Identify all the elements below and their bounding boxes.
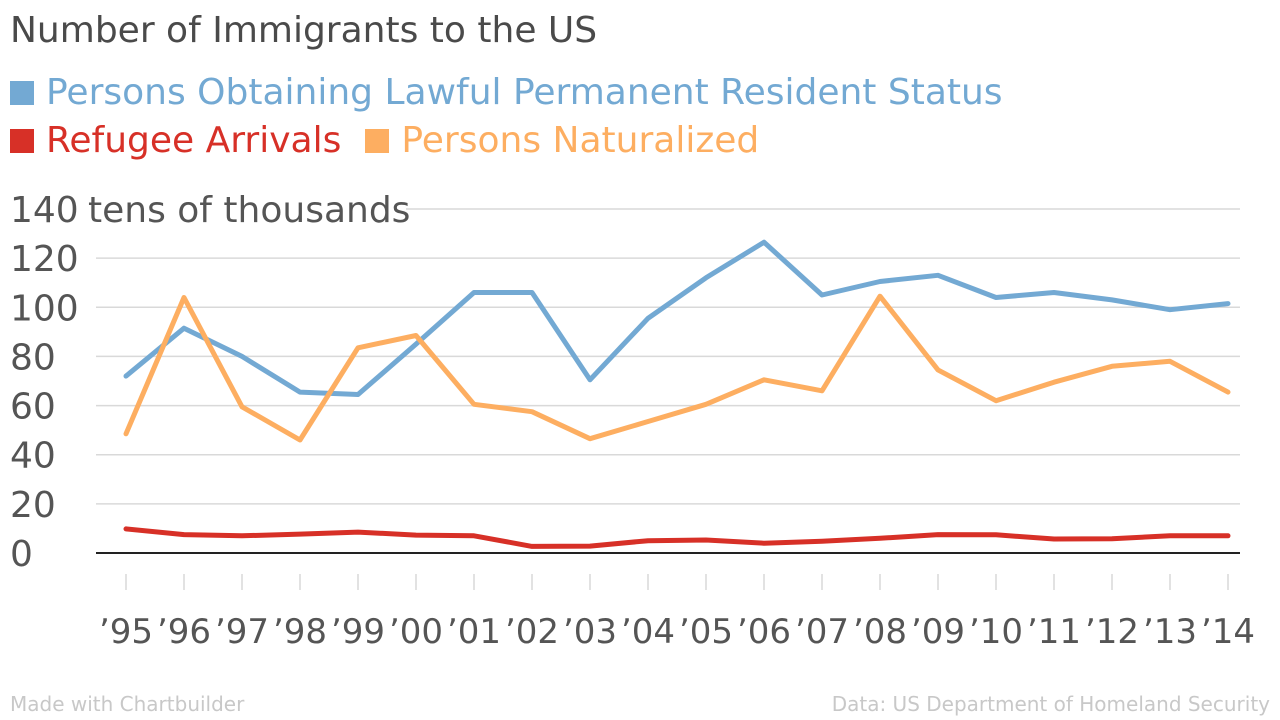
y-tick-label: 60 <box>10 387 56 428</box>
y-axis-unit-label: tens of thousands <box>88 190 410 231</box>
x-tick-label: ’95 <box>99 612 153 652</box>
x-tick-label: ’05 <box>679 612 733 652</box>
y-tick-label: 120 <box>10 239 79 280</box>
x-tick-label: ’02 <box>505 612 559 652</box>
x-tick-label: ’99 <box>331 612 385 652</box>
x-tick-label: ’01 <box>447 612 501 652</box>
y-tick-label: 100 <box>10 288 79 329</box>
x-tick-label: ’14 <box>1201 612 1255 652</box>
legend-swatch-refugee <box>10 128 34 153</box>
lpr-series-line <box>123 239 1231 397</box>
y-tick-label: 80 <box>10 337 56 378</box>
x-tick-label: ’10 <box>969 612 1023 652</box>
x-tick-label: ’12 <box>1085 612 1139 652</box>
chart-title: Number of Immigrants to the US <box>10 10 598 51</box>
x-tick-label: ’98 <box>273 612 327 652</box>
x-tick-label: ’03 <box>563 612 617 652</box>
legend-row-1: Persons Obtaining Lawful Permanent Resid… <box>10 72 1027 113</box>
footer-source: Data: US Department of Homeland Security <box>831 692 1270 716</box>
refugee-series-line <box>123 526 1231 549</box>
x-tick-label: ’07 <box>795 612 849 652</box>
naturalized-series-line <box>123 293 1231 443</box>
x-tick-label: ’06 <box>737 612 791 652</box>
legend-label-naturalized: Persons Naturalized <box>401 120 760 161</box>
legend-swatch-lpr <box>10 80 34 105</box>
footer-credit: Made with Chartbuilder <box>10 692 245 716</box>
legend-swatch-naturalized <box>365 128 390 153</box>
x-tick-label: ’00 <box>389 612 443 652</box>
x-tick-label: ’08 <box>853 612 907 652</box>
x-tick-label: ’13 <box>1143 612 1197 652</box>
legend-row-2: Refugee Arrivals Persons Naturalized <box>10 120 783 161</box>
y-tick-label: 140 <box>10 190 79 231</box>
legend-item-lpr: Persons Obtaining Lawful Permanent Resid… <box>10 72 1003 113</box>
legend-item-naturalized: Persons Naturalized <box>365 120 759 161</box>
y-tick-label: 20 <box>10 485 56 526</box>
legend-item-refugee: Refugee Arrivals <box>10 120 341 161</box>
y-tick-label: 40 <box>10 436 56 477</box>
x-tick-label: ’11 <box>1027 612 1081 652</box>
legend-label-refugee: Refugee Arrivals <box>46 120 342 161</box>
x-tick-label: ’96 <box>157 612 211 652</box>
x-tick-label: ’04 <box>621 612 675 652</box>
y-tick-label: 0 <box>10 534 33 575</box>
legend-label-lpr: Persons Obtaining Lawful Permanent Resid… <box>46 72 1003 113</box>
x-tick-label: ’09 <box>911 612 965 652</box>
x-tick-label: ’97 <box>215 612 269 652</box>
